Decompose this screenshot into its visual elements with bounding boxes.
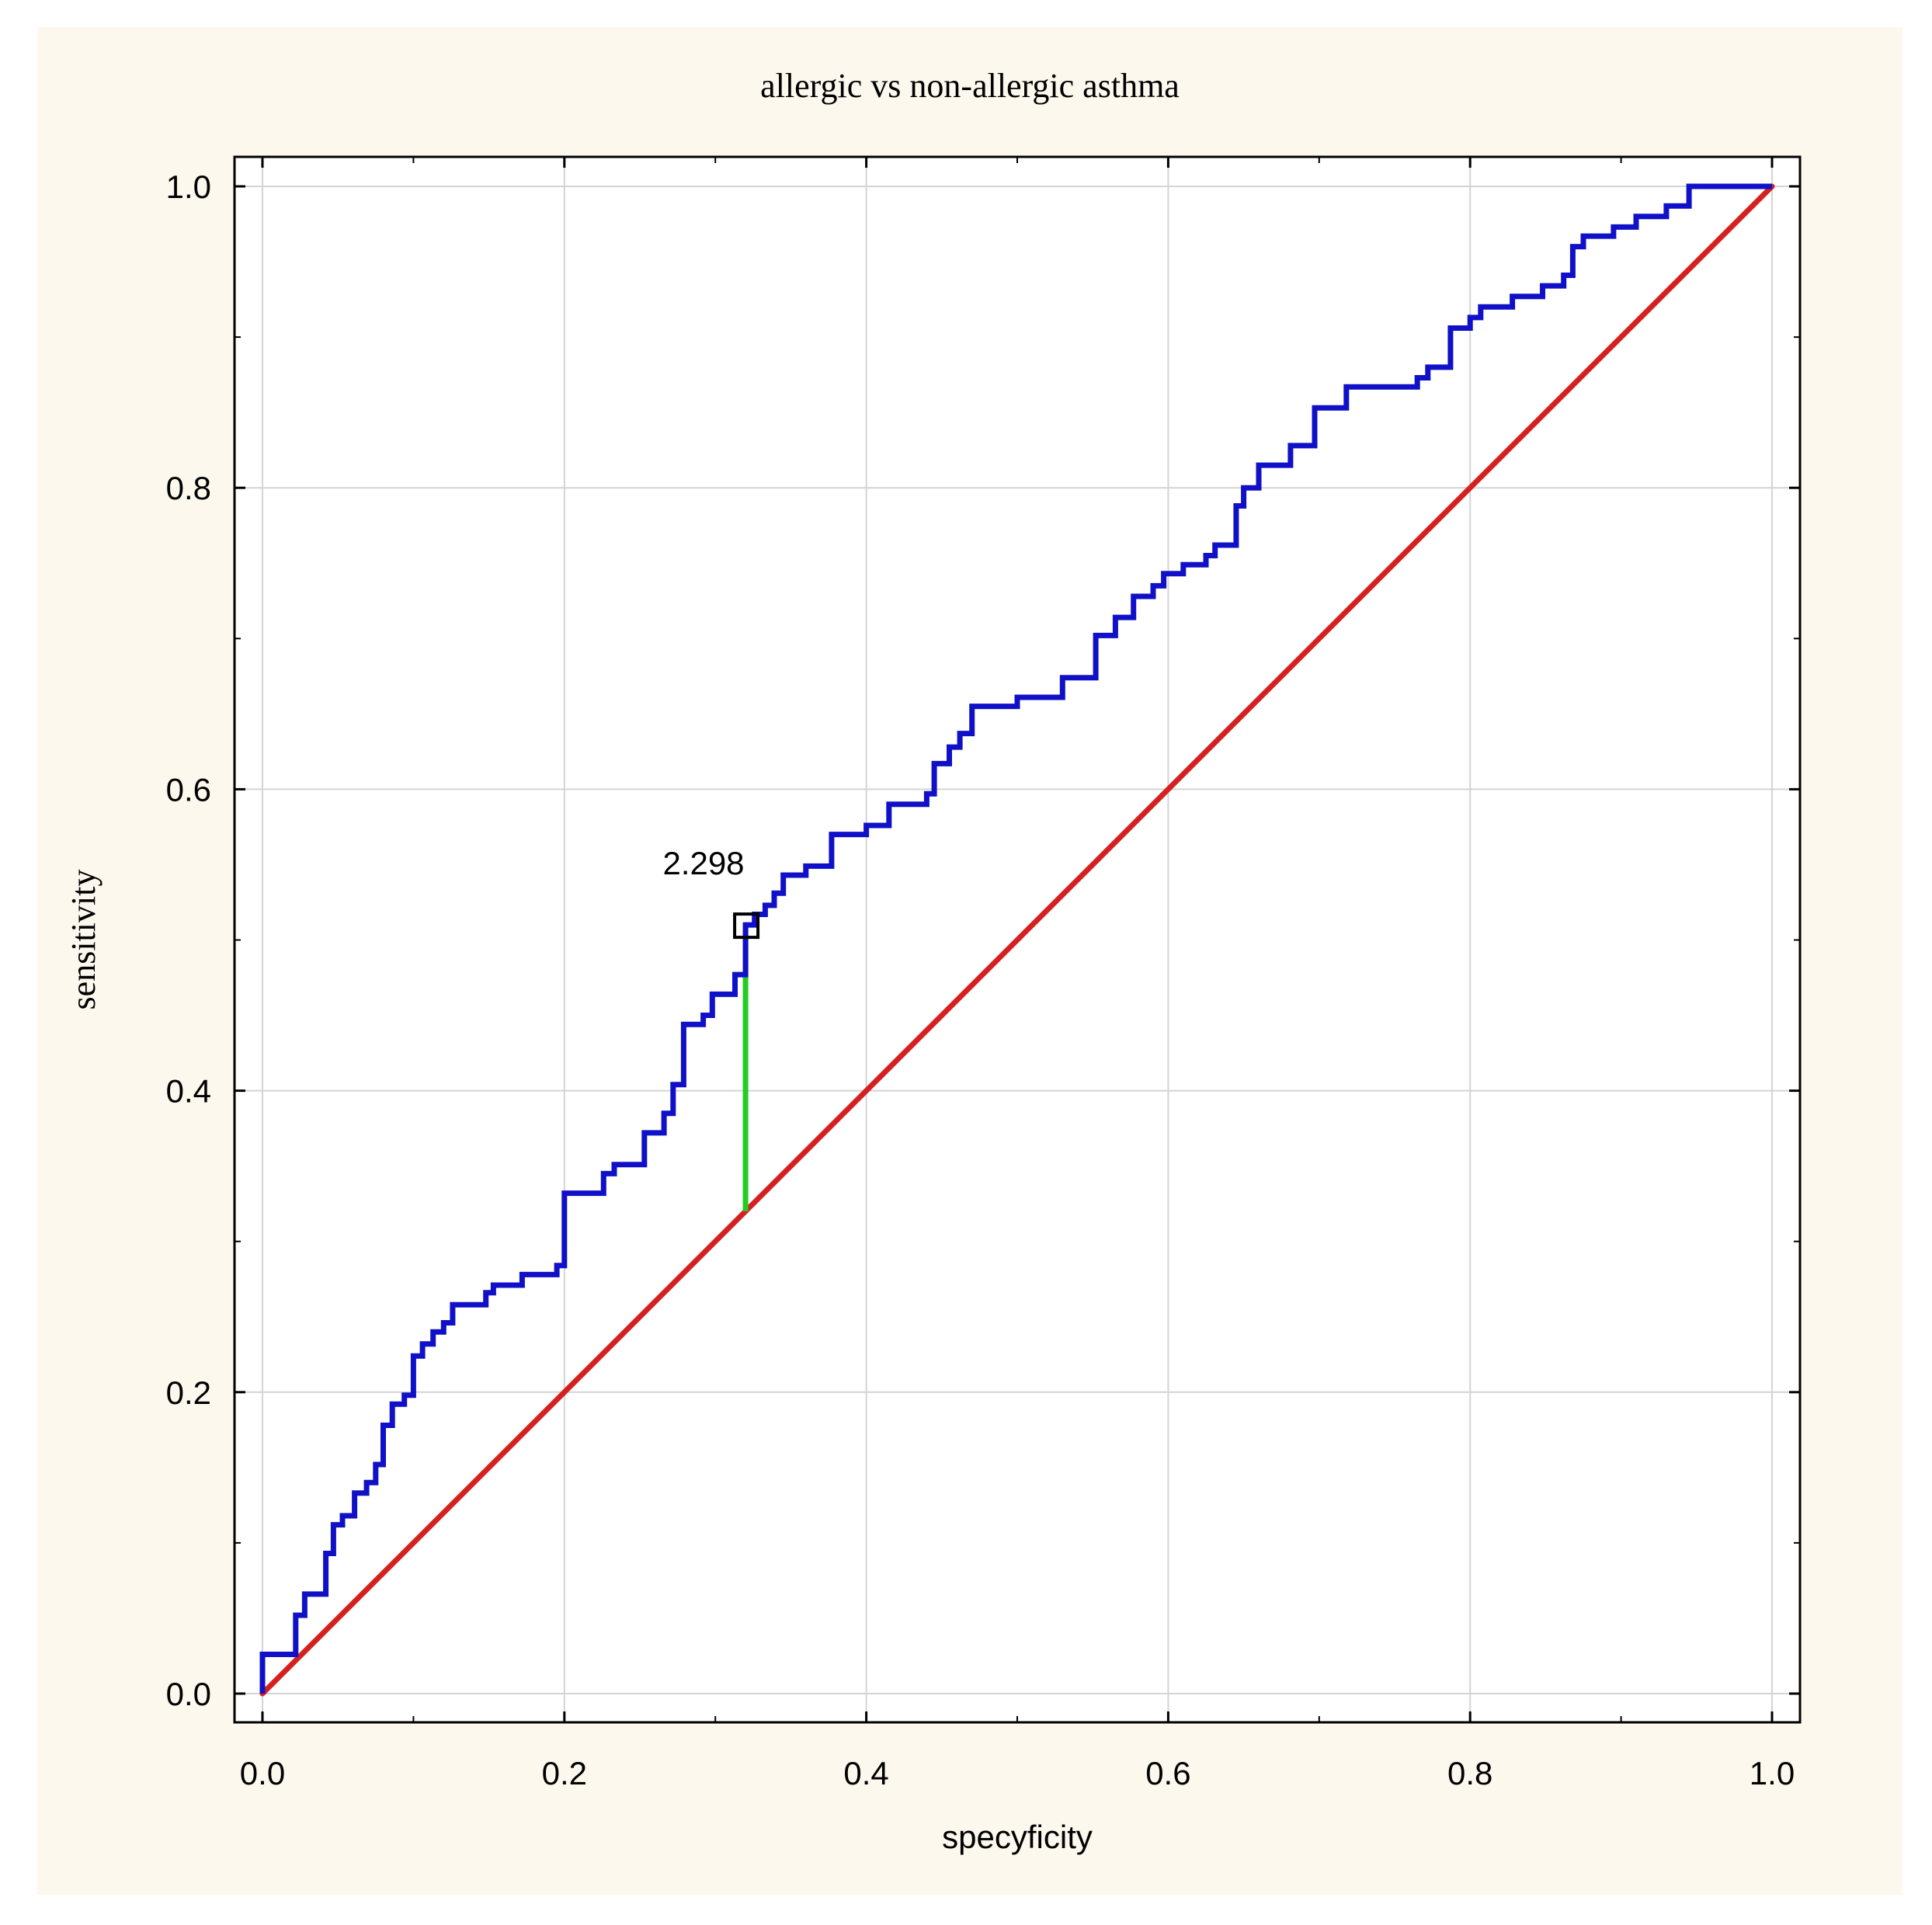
y-axis-label: sensitivity [64, 870, 103, 1010]
y-tick-label: 0.6 [166, 771, 211, 808]
x-axis-label: specyficity [942, 1819, 1093, 1855]
y-tick-label: 0.2 [166, 1374, 211, 1411]
cutoff-marker [733, 912, 760, 940]
roc-curve-line [259, 183, 1772, 1694]
y-tick-labels: 0.0 0.2 0.4 0.6 0.8 1.0 [166, 169, 211, 1712]
y-tick-label: 1.0 [166, 169, 211, 205]
grid [235, 157, 1800, 1722]
axis-ticks [235, 157, 1800, 1722]
x-tick-label: 0.0 [240, 1755, 285, 1791]
y-tick-label: 0.4 [166, 1073, 211, 1110]
x-tick-label: 1.0 [1750, 1755, 1795, 1791]
reference-diagonal-line [259, 183, 1775, 1697]
chart-title: allergic vs non-allergic asthma [760, 67, 1180, 105]
x-tick-label: 0.6 [1145, 1755, 1190, 1791]
plot-frame [233, 155, 1802, 1724]
x-tick-label: 0.8 [1447, 1755, 1492, 1791]
reference-line-group [259, 183, 1775, 1697]
roc-curve-group [259, 183, 1772, 1694]
x-tick-label: 0.2 [542, 1755, 587, 1791]
x-tick-label: 0.4 [843, 1755, 888, 1791]
y-tick-label: 0.8 [166, 470, 211, 506]
x-tick-labels: 0.0 0.2 0.4 0.6 0.8 1.0 [240, 1755, 1795, 1791]
y-tick-label: 0.0 [166, 1676, 211, 1712]
cutoff-value-label: 2.298 [662, 845, 744, 881]
